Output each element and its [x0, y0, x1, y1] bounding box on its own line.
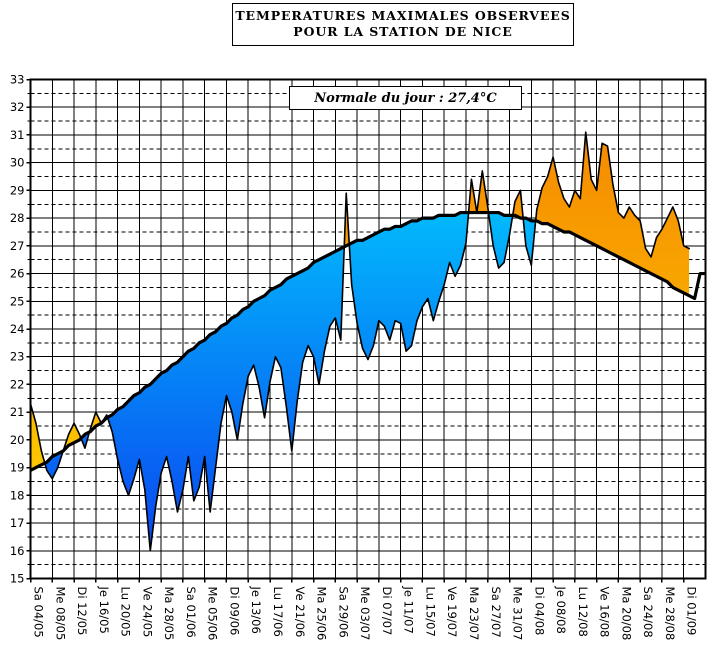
x-axis-tick-label: Je 08/08 — [554, 586, 568, 634]
y-axis-tick-label: 25 — [10, 294, 25, 308]
x-axis-tick-label: Me 05/06 — [206, 587, 220, 641]
x-axis-tick-label: Sa 29/06 — [336, 587, 350, 638]
x-axis-tick-label: Di 07/07 — [380, 587, 394, 636]
x-axis-tick-label: Ma 23/07 — [467, 587, 481, 641]
x-axis-tick-label: Sa 24/08 — [641, 587, 655, 638]
y-axis-tick-label: 18 — [10, 488, 25, 502]
x-axis-tick-label: Ve 24/05 — [140, 587, 154, 638]
x-axis: Sa 04/05 Me 08/05 Di 12/05 Je 16/05 Lu 20/05… — [29, 578, 699, 641]
anomaly-fill — [30, 132, 690, 551]
y-axis-tick-label: 28 — [10, 211, 25, 225]
x-axis-tick-label: Me 08/05 — [53, 587, 67, 641]
x-axis-tick-label: Ma 25/06 — [315, 587, 329, 641]
y-axis: 15 16 17 18 19 20 21 22 23 24 25 26 27 28 29 30 31 32 33 — [10, 73, 31, 586]
x-axis-tick-label: Je 11/07 — [402, 586, 416, 634]
y-axis-tick-label: 19 — [10, 461, 25, 475]
y-axis-tick-label: 32 — [10, 100, 25, 114]
x-axis-tick-label: Ma 20/08 — [619, 587, 633, 641]
y-axis-tick-label: 33 — [10, 73, 25, 87]
y-axis-tick-label: 27 — [10, 239, 25, 253]
y-axis-tick-label: 15 — [10, 572, 25, 586]
x-axis-tick-label: Sa 27/07 — [489, 587, 503, 638]
y-axis-tick-label: 16 — [10, 544, 25, 558]
x-axis-tick-label: Di 04/08 — [532, 587, 546, 636]
x-axis-tick-label: Ve 16/08 — [598, 587, 612, 638]
x-axis-tick-label: Lu 17/06 — [271, 587, 285, 637]
x-axis-tick-label: Sa 01/06 — [184, 587, 198, 638]
y-axis-tick-label: 29 — [10, 183, 25, 197]
observed-temperature-line — [30, 131, 690, 552]
y-axis-tick-label: 31 — [10, 128, 25, 142]
x-axis-tick-label: Di 09/06 — [227, 587, 241, 636]
x-axis-tick-label: Ve 19/07 — [445, 587, 459, 638]
x-axis-tick-label: Me 28/08 — [663, 587, 677, 641]
normal-annotation-box: Normale du jour : 27,4°C — [289, 86, 522, 110]
y-axis-tick-label: 20 — [10, 433, 25, 447]
normal-annotation-text: Normale du jour : 27,4°C — [314, 90, 497, 106]
x-axis-tick-label: Me 31/07 — [511, 587, 525, 641]
x-axis-tick-label: Sa 04/05 — [32, 587, 46, 638]
x-axis-tick-label: Lu 20/05 — [119, 587, 133, 637]
y-axis-tick-label: 21 — [10, 405, 25, 419]
x-axis-tick-label: Di 12/05 — [75, 587, 89, 636]
y-axis-tick-label: 24 — [10, 322, 25, 336]
chart-title-box: TEMPERATURES MAXIMALES OBSERVEES POUR LA… — [232, 3, 574, 46]
x-axis-tick-label: Lu 12/08 — [576, 587, 590, 637]
x-axis-tick-label: Je 16/05 — [97, 586, 111, 634]
chart-title-line-1: TEMPERATURES MAXIMALES OBSERVEES — [235, 8, 571, 23]
normal-temperature-curve — [30, 210, 706, 472]
x-axis-tick-label: Je 13/06 — [249, 586, 263, 634]
below-normal-area — [30, 212, 690, 551]
y-axis-tick-label: 30 — [10, 156, 25, 170]
x-axis-tick-label: Lu 15/07 — [423, 587, 437, 637]
y-axis-tick-label: 22 — [10, 377, 25, 391]
y-axis-tick-label: 23 — [10, 350, 25, 364]
y-axis-tick-label: 26 — [10, 267, 25, 281]
chart-title-line-2: POUR LA STATION DE NICE — [293, 24, 513, 39]
y-axis-tick-label: 17 — [10, 516, 25, 530]
x-axis-tick-label: Ma 28/05 — [162, 587, 176, 641]
x-axis-tick-label: Di 01/09 — [685, 587, 699, 636]
x-axis-tick-label: Ve 21/06 — [293, 587, 307, 638]
x-axis-tick-label: Me 03/07 — [358, 587, 372, 641]
